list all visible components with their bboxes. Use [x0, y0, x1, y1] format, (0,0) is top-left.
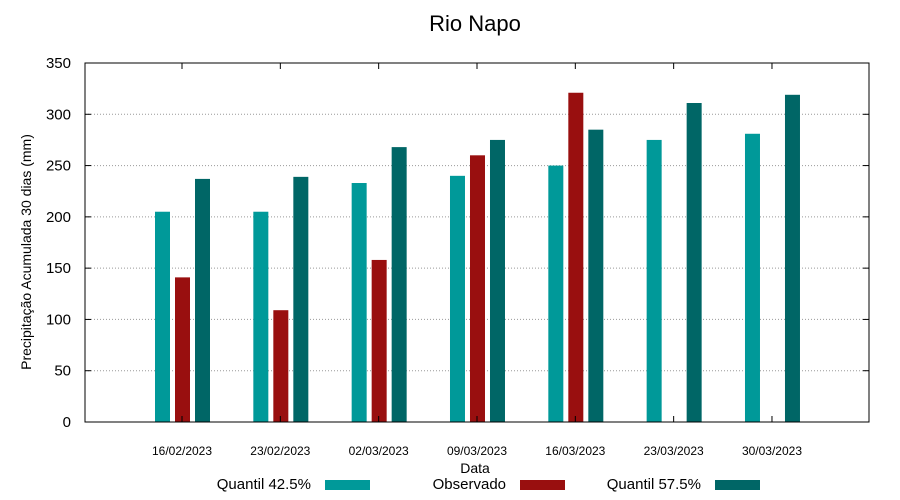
- chart-title: Rio Napo: [429, 11, 521, 36]
- y-axis: 0 50 100 150 200 250 300 350: [46, 55, 869, 431]
- bar-observado-4: [568, 92, 584, 422]
- x-tick-label: 16/03/2023: [545, 444, 605, 458]
- x-tick-label: 09/03/2023: [447, 444, 507, 458]
- bar-quantil-57-5--5: [686, 103, 702, 422]
- x-tick-label: 02/03/2023: [349, 444, 409, 458]
- y-tick-label: 100: [46, 311, 71, 328]
- y-axis-label: Precipitação Acumulada 30 dias (mm): [18, 134, 34, 370]
- bar-observado-3: [469, 155, 485, 423]
- bar-quantil-42-5--3: [449, 175, 465, 422]
- y-tick-label: 0: [63, 414, 71, 431]
- legend-label: Quantil 42.5%: [217, 476, 311, 493]
- bar-observado-1: [273, 310, 289, 422]
- bar-observado-0: [175, 277, 190, 422]
- bar-quantil-42-5--2: [351, 183, 367, 422]
- y-tick-label: 250: [46, 158, 71, 175]
- bar-quantil-42-5--4: [548, 165, 564, 423]
- bar-quantil-42-5--6: [744, 133, 760, 422]
- x-tick-label: 16/02/2023: [152, 444, 212, 458]
- y-tick-label: 350: [46, 55, 71, 72]
- x-axis-label: Data: [460, 460, 490, 476]
- y-tick-label: 300: [46, 106, 71, 123]
- x-tick-label: 23/03/2023: [644, 444, 704, 458]
- x-tick-label: 30/03/2023: [742, 444, 802, 458]
- bar-quantil-57-5--2: [391, 147, 407, 422]
- bar-quantil-57-5--4: [588, 129, 604, 422]
- bar-observado-2: [371, 259, 387, 422]
- y-tick-label: 200: [46, 209, 71, 226]
- legend-swatch: [520, 480, 565, 490]
- bar-quantil-42-5--0: [155, 211, 170, 422]
- bar-quantil-42-5--1: [253, 211, 269, 422]
- bar-quantil-42-5--5: [646, 139, 662, 422]
- legend-swatch: [325, 480, 370, 490]
- bars: [155, 92, 800, 423]
- legend-label: Quantil 57.5%: [607, 476, 701, 493]
- legend-swatch: [715, 480, 760, 490]
- x-axis: 16/02/2023 23/02/2023 02/03/2023 09/03/2023…: [152, 63, 802, 458]
- bar-quantil-57-5--0: [195, 178, 210, 422]
- bar-quantil-57-5--6: [784, 94, 800, 422]
- y-tick-label: 50: [54, 363, 71, 380]
- legend-label: Observado: [433, 476, 506, 493]
- y-tick-label: 150: [46, 260, 71, 277]
- legend: Quantil 42.5% Observado Quantil 57.5%: [217, 476, 760, 493]
- bar-quantil-57-5--1: [293, 176, 309, 422]
- bar-quantil-57-5--3: [489, 139, 505, 422]
- x-tick-label: 23/02/2023: [250, 444, 310, 458]
